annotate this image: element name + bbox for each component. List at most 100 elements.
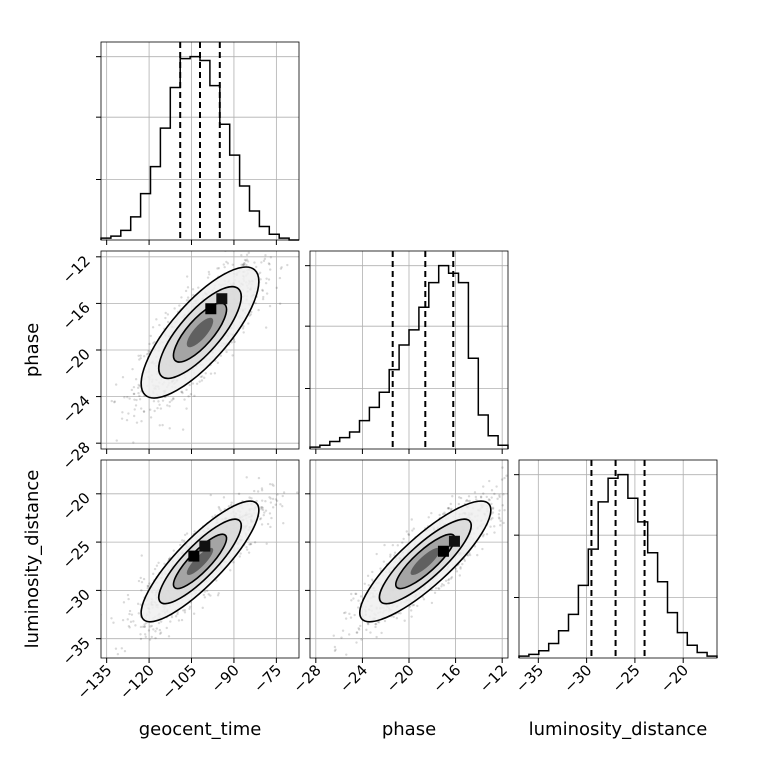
sample-point: [360, 638, 363, 641]
sample-point: [363, 582, 366, 585]
sample-point: [223, 265, 226, 269]
sample-point: [147, 629, 151, 632]
sample-point: [260, 505, 264, 509]
sample-point: [191, 288, 195, 291]
sample-point: [341, 629, 345, 632]
sample-point: [489, 518, 493, 521]
panel-2-1: [309, 459, 515, 659]
sample-point: [112, 621, 115, 624]
sample-point: [437, 587, 440, 590]
sample-point: [261, 288, 264, 292]
contour-line-0: [140, 266, 260, 399]
sample-point: [201, 606, 204, 610]
y-tick-label-luminosity_distance: −25: [59, 537, 94, 572]
sample-point: [132, 414, 136, 418]
sample-point: [203, 596, 207, 599]
sample-point: [491, 511, 495, 514]
sample-point: [200, 379, 204, 382]
sample-point: [209, 372, 213, 375]
sample-point: [264, 253, 267, 257]
x-tick-label-phase: −24: [336, 661, 371, 696]
y-tick-label-luminosity_distance: −20: [59, 489, 94, 524]
sample-point: [281, 505, 284, 508]
sample-point: [217, 505, 221, 509]
sample-point: [487, 498, 491, 501]
sample-point: [262, 259, 266, 263]
sample-point: [489, 525, 492, 528]
x-tick-label-phase: −20: [383, 661, 418, 696]
sample-point: [463, 559, 467, 562]
sample-point: [513, 502, 515, 504]
sample-point: [207, 593, 210, 596]
sample-point: [286, 263, 289, 267]
sample-point: [481, 547, 484, 551]
sample-point: [169, 620, 172, 623]
sample-point: [158, 632, 162, 635]
panel-2-2: [514, 459, 718, 659]
x-tick-label-geocent_time: −120: [116, 661, 158, 703]
sample-point: [168, 400, 172, 404]
sample-point: [355, 631, 358, 634]
sample-point: [468, 552, 471, 555]
sample-point: [497, 513, 501, 516]
sample-point: [200, 375, 204, 378]
sample-point: [267, 278, 271, 281]
sample-point: [357, 627, 360, 630]
sample-point: [467, 499, 470, 503]
sample-point: [166, 320, 170, 324]
sample-point: [265, 542, 268, 545]
sample-point: [366, 574, 370, 578]
sample-point: [257, 476, 261, 480]
sample-point: [233, 340, 236, 344]
sample-point: [193, 394, 196, 398]
sample-point: [247, 551, 251, 554]
panel-background: [519, 460, 717, 658]
sample-point: [256, 490, 260, 493]
y-tick-label-phase: −16: [59, 299, 94, 334]
sample-point: [139, 354, 142, 357]
sample-point: [482, 485, 485, 488]
sample-point: [142, 355, 146, 358]
sample-point: [269, 525, 272, 529]
sample-point: [133, 408, 136, 411]
y-tick-label-phase: −24: [59, 392, 94, 427]
sample-point: [195, 382, 199, 385]
sample-point: [216, 267, 219, 270]
sample-point: [188, 605, 192, 608]
peak-density-cell: [216, 293, 228, 305]
sample-point: [355, 641, 358, 644]
sample-point: [202, 593, 206, 597]
sample-point: [440, 582, 444, 586]
sample-point: [260, 489, 264, 492]
sample-point: [143, 633, 147, 636]
sample-point: [359, 595, 363, 598]
sample-point: [192, 293, 195, 297]
sample-point: [296, 491, 299, 494]
sample-point: [356, 606, 360, 609]
y-tick-label-luminosity_distance: −35: [59, 634, 94, 669]
sample-point: [161, 399, 165, 402]
sample-point: [391, 543, 395, 547]
sample-point: [132, 385, 136, 389]
sample-point: [348, 612, 351, 616]
sample-point: [334, 648, 337, 651]
x-tick-label-luminosity_distance: −25: [609, 661, 644, 696]
sample-point: [132, 620, 135, 623]
sample-point: [136, 602, 140, 606]
sample-point: [257, 308, 260, 312]
sample-point: [128, 397, 131, 400]
sample-point: [185, 275, 189, 278]
sample-point: [219, 354, 223, 357]
sample-point: [265, 292, 269, 295]
sample-point: [152, 342, 155, 345]
sample-point: [138, 394, 141, 398]
sample-point: [120, 417, 124, 420]
y-tick-label-phase: −28: [59, 438, 94, 473]
y-axis-label-phase: phase: [22, 323, 43, 377]
sample-point: [206, 276, 210, 279]
sample-point: [240, 253, 243, 257]
sample-point: [260, 499, 264, 502]
peak-density-cell: [448, 535, 460, 547]
sample-point: [179, 543, 182, 547]
sample-point: [333, 645, 337, 649]
